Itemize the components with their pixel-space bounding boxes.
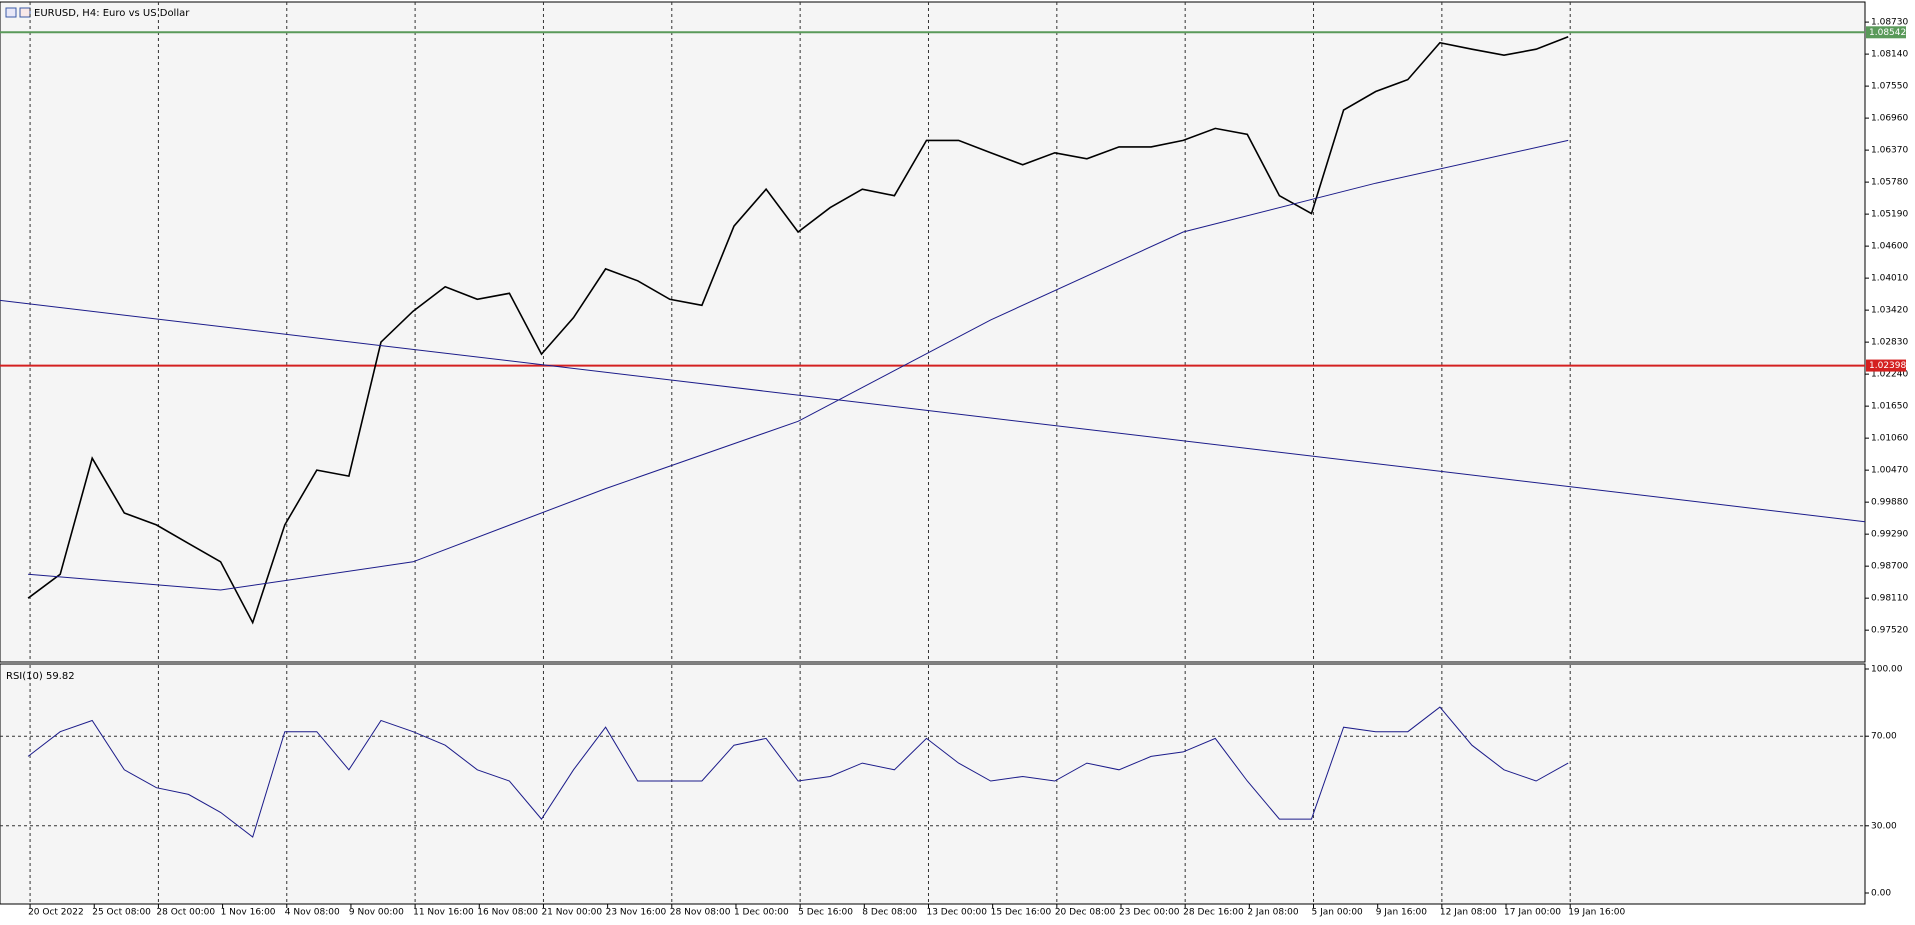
y-tick-label: 1.05190 xyxy=(1871,210,1908,220)
x-tick-label: 20 Oct 2022 xyxy=(28,908,84,918)
y-tick-label: 1.08730 xyxy=(1871,18,1908,28)
main-pane xyxy=(0,1,1866,663)
x-tick-label: 15 Dec 16:00 xyxy=(991,908,1052,918)
x-tick-label: 5 Jan 00:00 xyxy=(1312,908,1364,918)
chart-icon[interactable] xyxy=(19,7,31,18)
rsi-pane xyxy=(0,663,1866,905)
x-tick-label: 28 Nov 08:00 xyxy=(670,908,731,918)
y-tick-label: 1.06370 xyxy=(1871,146,1908,156)
y-tick-label: 0.98700 xyxy=(1871,562,1908,572)
y-tick-label: 1.06960 xyxy=(1871,114,1908,124)
x-tick-label: 11 Nov 16:00 xyxy=(413,908,474,918)
y-tick-label: 0.98110 xyxy=(1871,594,1908,604)
level-tag xyxy=(1866,26,1906,39)
x-tick-label: 25 Oct 08:00 xyxy=(92,908,151,918)
level-label: 1.08542 xyxy=(1869,28,1906,38)
y-tick-label: 0.99290 xyxy=(1871,530,1908,540)
y-tick-label: 70.00 xyxy=(1871,732,1897,742)
x-tick-label: 20 Dec 08:00 xyxy=(1055,908,1116,918)
x-tick-label: 12 Jan 08:00 xyxy=(1440,908,1497,918)
x-tick-label: 13 Dec 00:00 xyxy=(926,908,987,918)
x-tick-label: 23 Nov 16:00 xyxy=(606,908,667,918)
level-tag xyxy=(1866,359,1906,372)
x-tick-label: 21 Nov 00:00 xyxy=(541,908,602,918)
y-tick-label: 1.04600 xyxy=(1871,242,1908,252)
x-tick-label: 28 Oct 00:00 xyxy=(156,908,215,918)
x-tick-label: 17 Jan 00:00 xyxy=(1504,908,1561,918)
x-tick-label: 1 Nov 16:00 xyxy=(221,908,276,918)
x-tick-label: 5 Dec 16:00 xyxy=(798,908,853,918)
y-tick-label: 1.02830 xyxy=(1871,338,1908,348)
x-tick-label: 19 Jan 16:00 xyxy=(1568,908,1625,918)
y-tick-label: 1.01650 xyxy=(1871,402,1908,412)
y-tick-label: 0.99880 xyxy=(1871,498,1908,508)
y-tick-label: 1.01060 xyxy=(1871,434,1908,444)
y-tick-label: 100.00 xyxy=(1871,665,1903,675)
y-tick-label: 1.07550 xyxy=(1871,82,1908,92)
menu-icon[interactable] xyxy=(5,7,17,18)
x-tick-label: 1 Dec 00:00 xyxy=(734,908,789,918)
x-tick-label: 2 Jan 08:00 xyxy=(1247,908,1299,918)
y-tick-label: 1.08140 xyxy=(1871,50,1908,60)
series-line xyxy=(28,139,1569,591)
x-tick-label: 28 Dec 16:00 xyxy=(1183,908,1244,918)
y-tick-label: 30.00 xyxy=(1871,821,1897,831)
series-line xyxy=(0,299,1866,523)
chart-title: EURUSD, H4: Euro vs US Dollar xyxy=(34,8,190,19)
rsi-title: RSI(10) 59.82 xyxy=(6,671,75,682)
series-line xyxy=(27,35,1569,625)
y-tick-label: 0.97520 xyxy=(1871,626,1908,636)
x-tick-label: 9 Jan 16:00 xyxy=(1376,908,1428,918)
x-tick-label: 9 Nov 00:00 xyxy=(349,908,404,918)
x-tick-label: 16 Nov 08:00 xyxy=(477,908,538,918)
x-tick-label: 8 Dec 08:00 xyxy=(862,908,917,918)
y-tick-label: 1.00470 xyxy=(1871,466,1908,476)
y-tick-label: 0.00 xyxy=(1871,889,1891,899)
level-label: 1.02398 xyxy=(1869,361,1906,371)
y-tick-label: 1.05780 xyxy=(1871,178,1908,188)
x-tick-label: 23 Dec 00:00 xyxy=(1119,908,1180,918)
x-tick-label: 4 Nov 08:00 xyxy=(285,908,340,918)
series-line xyxy=(27,706,1569,838)
y-tick-label: 1.02240 xyxy=(1871,370,1908,380)
y-tick-label: 1.03420 xyxy=(1871,306,1908,316)
y-tick-label: 1.04010 xyxy=(1871,274,1908,284)
